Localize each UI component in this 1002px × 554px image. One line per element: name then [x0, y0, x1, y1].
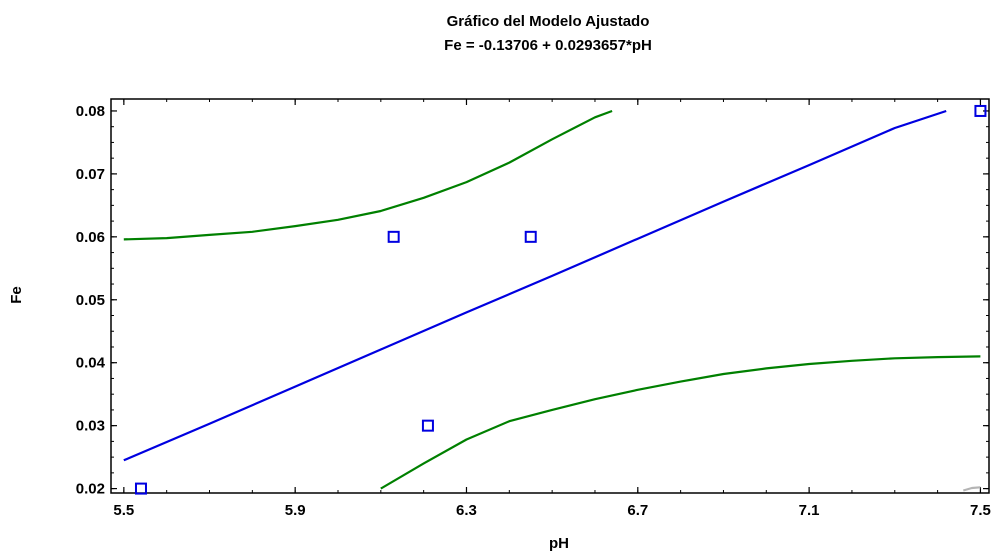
- data-point: [974, 104, 987, 117]
- series-line-fit: [123, 109, 947, 462]
- y-axis-label: Fe: [8, 286, 25, 304]
- data-point: [524, 230, 537, 243]
- series-line-upper-limit: [123, 109, 613, 241]
- x-tick-label: 7.5: [970, 502, 991, 519]
- y-tick-label: 0.04: [76, 355, 106, 372]
- y-tick-label: 0.06: [76, 229, 105, 246]
- y-tick-label: 0.02: [76, 481, 105, 498]
- x-tick-label: 6.3: [456, 502, 477, 519]
- y-tick-label: 0.05: [76, 292, 105, 309]
- series-line-extra: [962, 486, 981, 492]
- x-tick-label: 5.5: [113, 502, 134, 519]
- x-tick-label: 6.7: [627, 502, 648, 519]
- data-point: [387, 230, 400, 243]
- data-point: [421, 419, 434, 432]
- x-tick-label: 5.9: [285, 502, 306, 519]
- x-tick-label: 7.1: [799, 502, 820, 519]
- data-point: [134, 482, 147, 495]
- y-tick-label: 0.08: [76, 103, 105, 120]
- chart-title: Gráfico del Modelo Ajustado: [447, 13, 650, 30]
- x-axis-label: pH: [549, 535, 569, 552]
- y-tick-label: 0.07: [76, 166, 105, 183]
- plot-frame: [110, 98, 990, 494]
- plot-area: 5.5 5.9 6.3 6.7 7.1 7.5 0.02 0.03 0.04 0.05 0.06 0.…: [76, 98, 991, 519]
- y-tick-label: 0.03: [76, 418, 105, 435]
- chart-subtitle: Fe = -0.13706 + 0.0293657*pH: [444, 37, 652, 54]
- series-line-lower-limit: [380, 355, 981, 490]
